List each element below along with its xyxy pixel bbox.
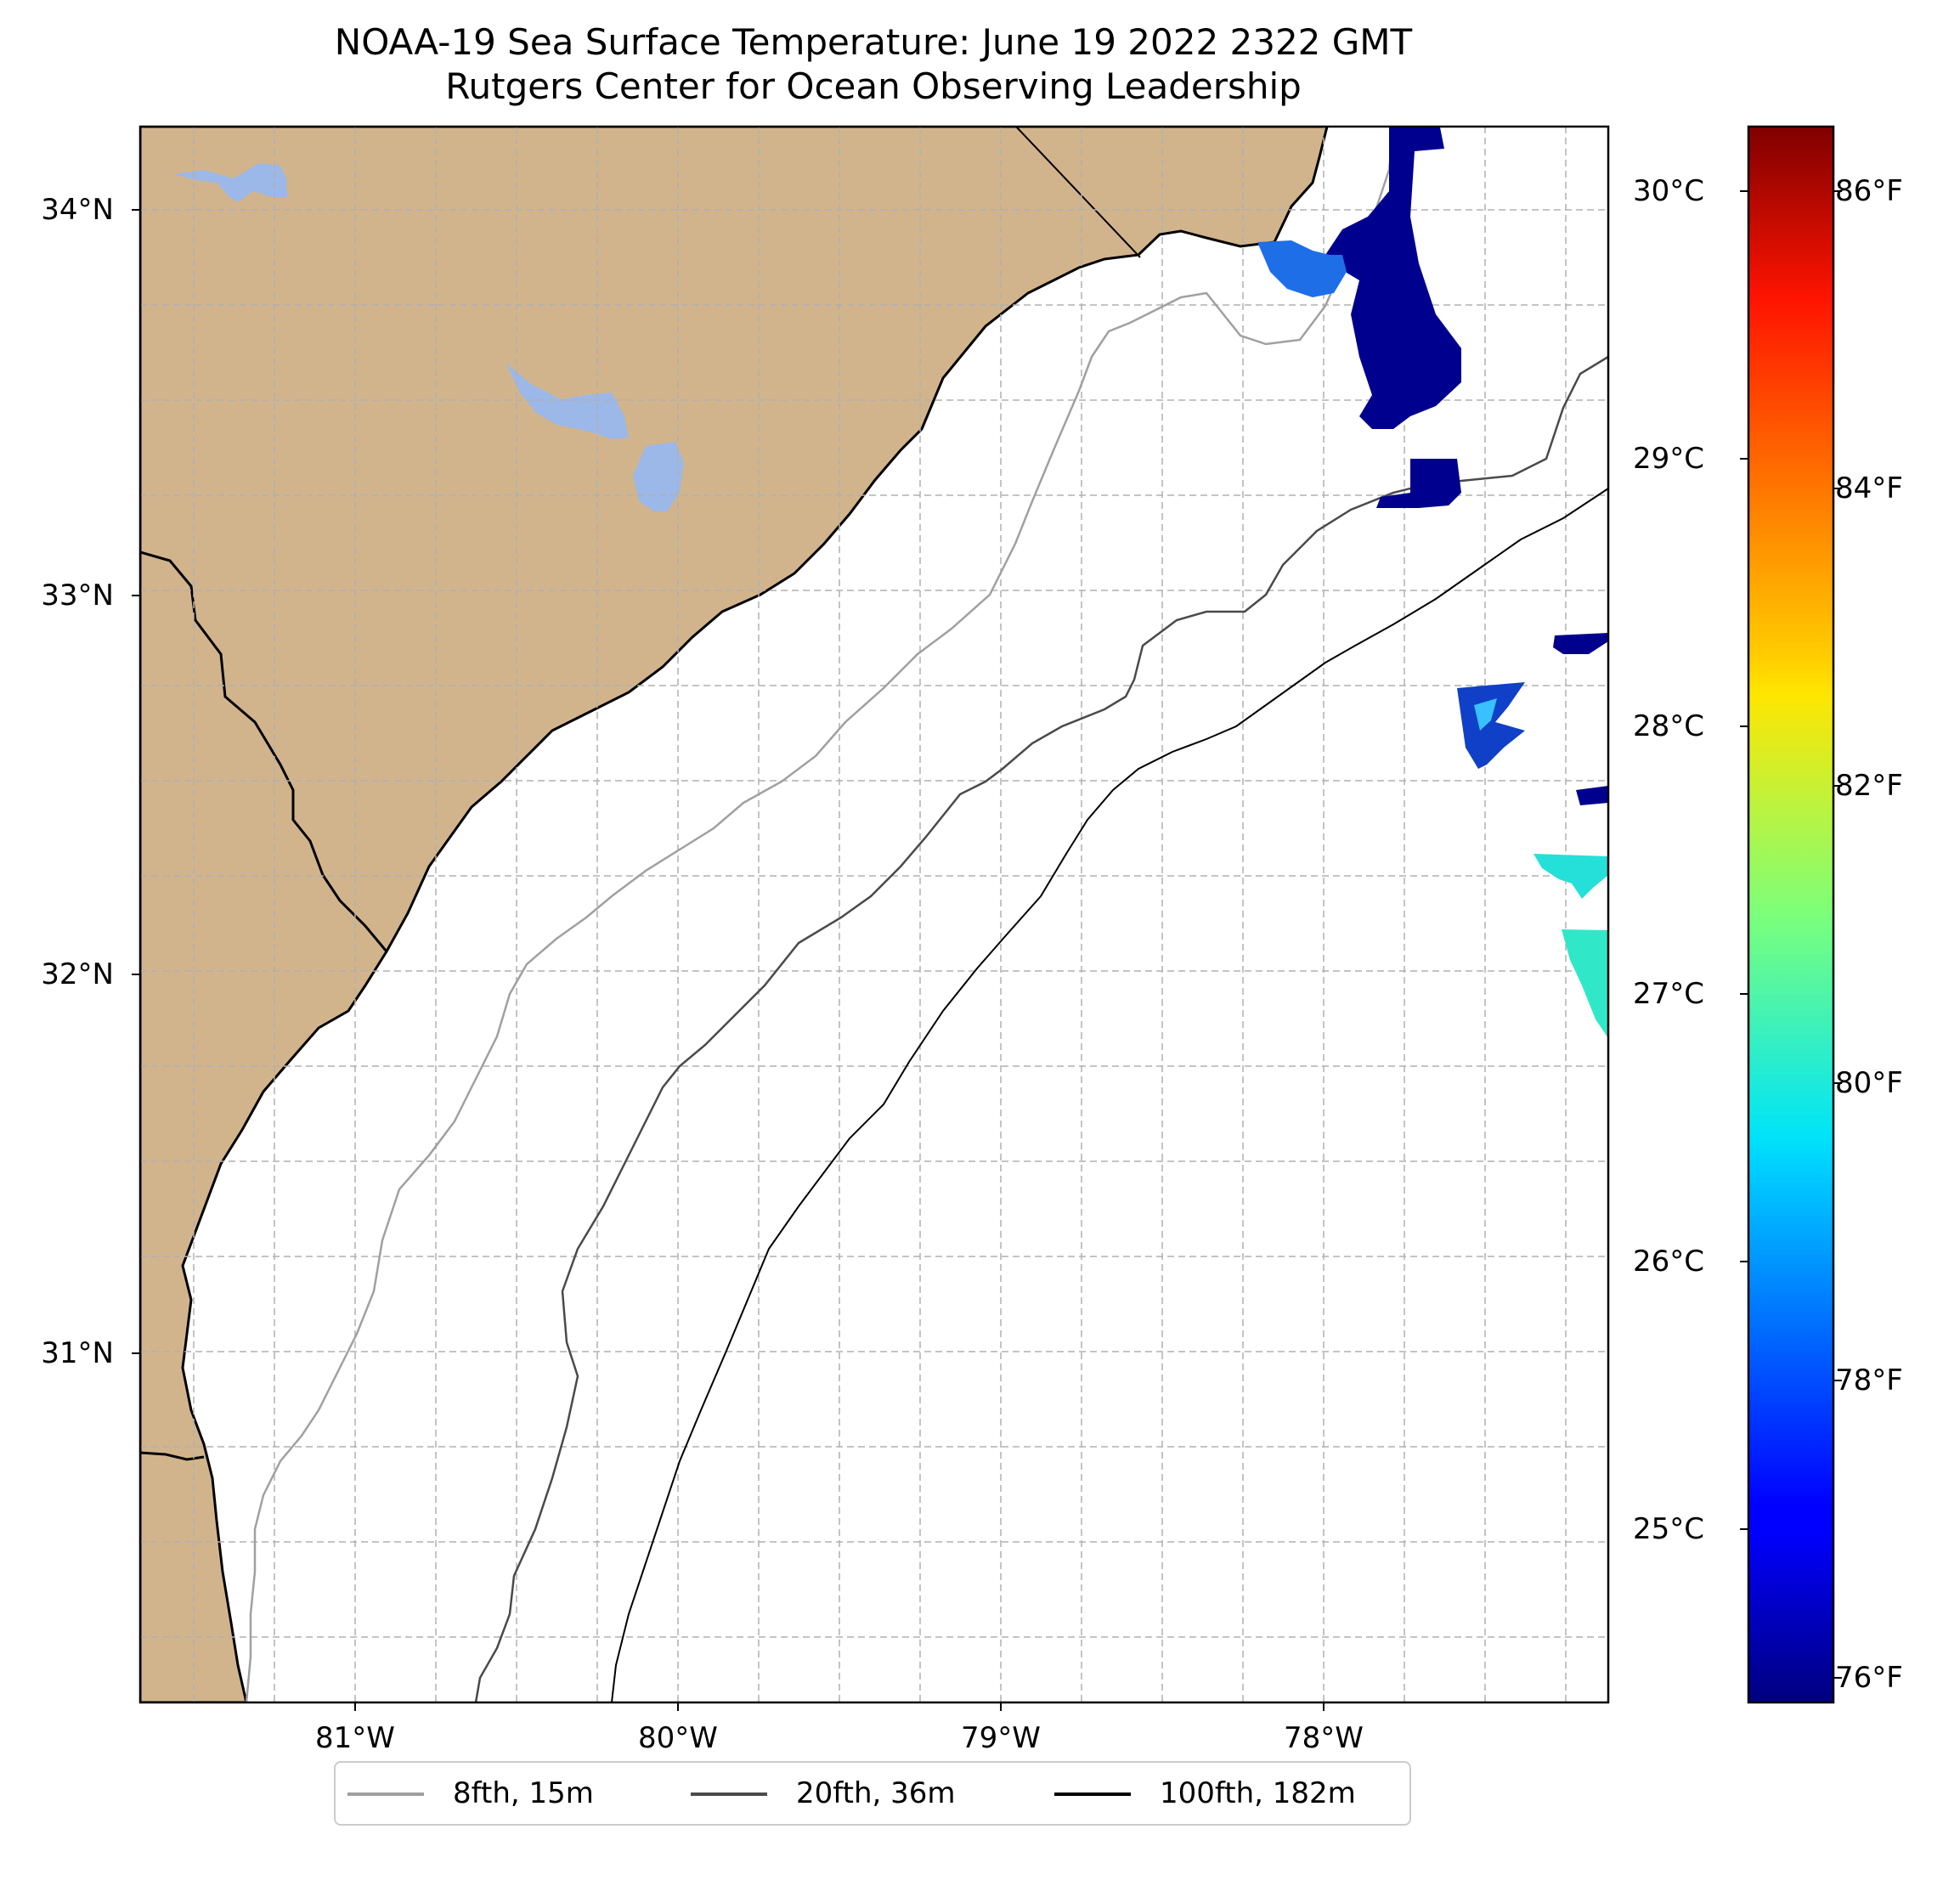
colorbar-celsius-label: 26°C (1633, 1245, 1705, 1279)
colorbar-celsius-label: 29°C (1633, 442, 1705, 476)
isobath-legend: 8fth, 15m 20fth, 36m 100fth, 182m (334, 1761, 1411, 1826)
isobath-8fth (245, 131, 1395, 1702)
legend-label: 20fth, 36m (796, 1776, 956, 1810)
colorbar-fahrenheit-label: 84°F (1835, 471, 1903, 505)
legend-line-100fth (1054, 1792, 1131, 1796)
legend-label: 8fth, 15m (453, 1776, 594, 1810)
colorbar-fahrenheit-label: 78°F (1835, 1363, 1903, 1397)
colorbar-fahrenheit-label: 82°F (1835, 769, 1903, 803)
colorbar-fahrenheit-label: 80°F (1835, 1066, 1903, 1100)
sst-patch-cold-north (1325, 127, 1461, 429)
legend-line-20fth (691, 1792, 767, 1796)
sst-patch-mid (1376, 459, 1461, 508)
colorbar-celsius-label: 28°C (1633, 709, 1705, 743)
colorbar (1747, 125, 1835, 1704)
legend-line-8fth (347, 1792, 424, 1796)
lake-waccamaw-area (174, 163, 287, 202)
sst-patch-east-1 (1553, 633, 1608, 654)
lon-tick-label: 80°W (638, 1721, 718, 1755)
sst-patch-cool-north (1257, 240, 1347, 297)
map-subtitle: Rutgers Center for Ocean Observing Leade… (445, 65, 1302, 107)
colorbar-ticks (1740, 190, 1842, 1679)
colorbar-fahrenheit-label: 76°F (1835, 1661, 1903, 1695)
plot-frame (138, 125, 1610, 1704)
legend-label: 100fth, 182m (1160, 1776, 1356, 1810)
lake-moultrie (633, 442, 684, 511)
lat-tick-label: 32°N (41, 957, 114, 991)
colorbar-celsius-label: 30°C (1633, 174, 1705, 208)
lon-tick-label: 79°W (961, 1721, 1041, 1755)
sst-patch-east-3 (1457, 682, 1525, 769)
gridlines (140, 127, 1608, 1702)
fl-ga-border (140, 1451, 205, 1461)
lat-tick-label: 34°N (41, 193, 114, 227)
sst-patch-east-3b (1474, 698, 1497, 731)
colorbar-celsius-label: 25°C (1633, 1512, 1705, 1546)
lat-tick-label: 33°N (41, 579, 114, 613)
sst-patch-east-5 (1562, 929, 1608, 1038)
sst-patch-east-4 (1534, 854, 1608, 899)
lon-tick-label: 81°W (315, 1721, 395, 1755)
land-mass (140, 127, 1329, 1702)
map-title: NOAA-19 Sea Surface Temperature: June 19… (334, 21, 1413, 63)
isobath-100fth (611, 488, 1608, 1702)
colorbar-fahrenheit-label: 86°F (1835, 174, 1903, 208)
lat-tick-label: 31°N (41, 1336, 114, 1370)
axis-ticks (132, 209, 1325, 1711)
lon-tick-label: 78°W (1284, 1721, 1364, 1755)
colorbar-celsius-label: 27°C (1633, 977, 1705, 1011)
sst-patch-east-2 (1576, 786, 1608, 805)
isobath-20fth (474, 355, 1608, 1702)
state-border (1015, 127, 1141, 258)
